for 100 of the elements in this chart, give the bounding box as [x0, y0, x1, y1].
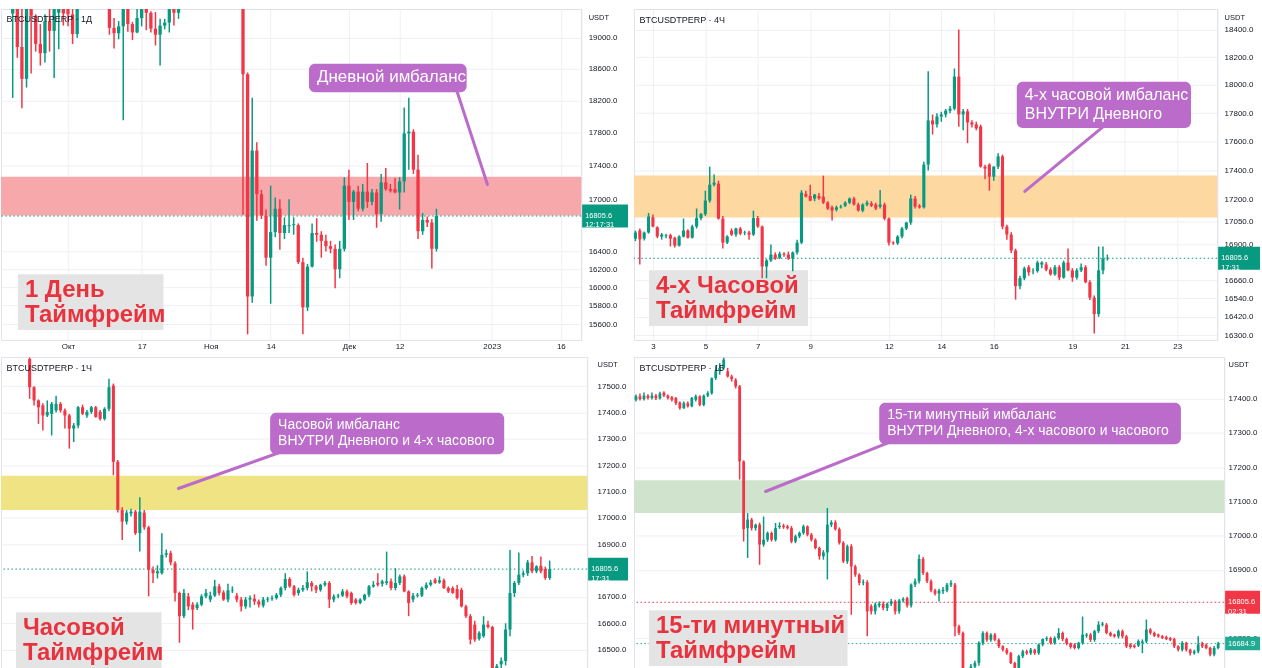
candlestick: [1069, 641, 1072, 650]
candlestick: [259, 189, 264, 220]
candlestick: [376, 572, 380, 588]
y-tick-label: 16900.0: [1228, 565, 1258, 575]
candlestick: [814, 537, 817, 551]
annotation: 1 День Таймфрейм: [24, 275, 166, 328]
y-tick-label: 15600.0: [588, 319, 619, 329]
candlestick: [1144, 618, 1148, 644]
y-tick-label: 17300.0: [597, 434, 627, 444]
candlestick: [315, 217, 319, 243]
candlestick: [1092, 294, 1096, 335]
text: BTCUSDTPERP · 15: [639, 362, 725, 373]
candlestick: [133, 509, 137, 536]
candlestick: [794, 533, 797, 544]
candlestick: [356, 184, 360, 213]
candlestick: [1097, 620, 1100, 634]
y-tick-label: 16420.0: [1224, 312, 1254, 322]
y-tick-label: 16000.0: [588, 282, 619, 292]
y-tick-label: 16900.0: [1224, 239, 1254, 249]
candlestick: [301, 584, 305, 593]
y-tick-label: 18200.0: [588, 95, 619, 105]
y-tick-label: 17300.0: [1228, 428, 1258, 438]
candlestick: [849, 543, 853, 616]
candlestick: [751, 209, 755, 237]
candlestick: [459, 586, 464, 609]
y-tick-label: 16600.0: [597, 618, 627, 628]
candlestick: [144, 8, 148, 31]
candlestick: [1073, 642, 1076, 651]
y-tick-label: 17000.0: [588, 194, 619, 204]
y-tick-label: 17000.0: [1228, 531, 1258, 541]
y-tick-label: 16660.0: [1224, 275, 1254, 285]
x-tick-label: Окт: [61, 342, 76, 352]
y-tick-label: 16500.0: [597, 645, 627, 655]
y-tick-label: 17800.0: [588, 128, 619, 138]
candlestick: [1137, 638, 1140, 648]
candlestick: [226, 583, 230, 603]
candlestick: [790, 525, 793, 544]
y-tick-label: 17400.0: [588, 161, 619, 171]
annotation: Часовой имбаланс ВНУТРИ Дневного и 4-х часового: [278, 415, 495, 449]
candlestick: [802, 523, 805, 536]
candlestick: [32, 385, 36, 407]
candlestick: [333, 243, 337, 289]
y-tick-label: 17200.0: [1228, 462, 1258, 472]
y-tick-label: 18200.0: [1224, 52, 1254, 62]
x-tick-label: 12: [395, 342, 406, 352]
x-tick-label: 23: [1173, 342, 1183, 352]
y-tick-label: 17200.0: [597, 460, 627, 470]
candlestick: [1140, 638, 1144, 654]
candlestick: [818, 545, 821, 561]
candlestick: [965, 108, 970, 144]
candlestick: [1083, 264, 1088, 284]
candlestick: [877, 600, 881, 609]
y-tick-label: 16700.0: [597, 592, 627, 602]
y-tick-label: 18600.0: [588, 64, 619, 74]
candlestick: [1109, 630, 1112, 638]
candlestick: [1040, 260, 1044, 269]
candlestick: [746, 512, 750, 559]
x-tick-label: 14: [937, 342, 947, 352]
x-tick-label: 5: [703, 342, 709, 352]
y-tick-label: 18000.0: [1224, 80, 1254, 90]
candlestick: [830, 204, 834, 222]
candlestick: [1085, 632, 1088, 639]
candlestick: [517, 551, 521, 586]
candlestick: [126, 8, 130, 33]
candlestick: [153, 11, 158, 47]
y-tick-label: 17000.0: [597, 513, 627, 523]
y-tick-label: 16400.0: [588, 246, 619, 256]
candlestick: [1089, 632, 1092, 643]
annotation: Часовой Таймфрейм: [22, 613, 164, 665]
candlestick: [138, 496, 142, 553]
candlestick: [1117, 628, 1120, 640]
candlestick: [703, 189, 707, 217]
candlestick: [1081, 615, 1084, 646]
x-tick-label: Дек: [342, 342, 357, 352]
candlestick: [1077, 641, 1080, 651]
candlestick: [347, 168, 351, 221]
y-tick-label: 17050.0: [1224, 217, 1254, 227]
candlestick: [983, 164, 987, 181]
x-tick-label: 2023: [483, 342, 502, 352]
x-tick-label: Ноя: [204, 342, 219, 352]
candlestick: [1105, 622, 1108, 636]
candlestick: [766, 530, 769, 543]
candlestick: [806, 524, 809, 538]
x-tick-label: 12: [884, 342, 895, 352]
candlestick: [821, 549, 825, 561]
candlestick: [1066, 247, 1070, 272]
candlestick: [182, 588, 186, 619]
y-tick-label: 17100.0: [1228, 496, 1258, 506]
candlestick: [1088, 279, 1092, 301]
candlestick: [798, 530, 801, 539]
y-tick-label: 15800.0: [588, 301, 619, 311]
y-tick-label: 17800.0: [1224, 108, 1254, 118]
candlestick: [948, 105, 952, 114]
candlestick: [167, 8, 171, 34]
candlestick: [385, 550, 389, 586]
candlestick: [177, 590, 182, 644]
x-tick-label: 14: [266, 342, 277, 352]
candlestick: [287, 198, 291, 234]
y-tick-label: 16200.0: [588, 264, 619, 274]
x-tick-label: 16: [989, 342, 1000, 352]
